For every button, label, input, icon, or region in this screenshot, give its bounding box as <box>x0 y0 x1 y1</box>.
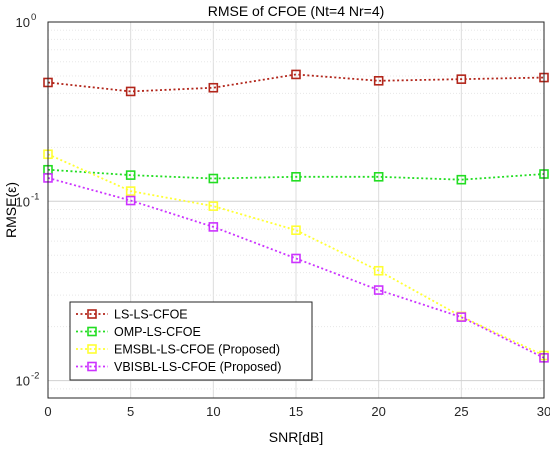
data-point-marker <box>456 174 467 185</box>
series-layer <box>43 69 549 363</box>
x-tick-label: 30 <box>537 404 550 419</box>
legend-marker <box>87 326 97 337</box>
data-point-marker <box>373 285 384 295</box>
y-tick-exponent: -1 <box>31 191 39 202</box>
chart-title: RMSE of CFOE (Nt=4 Nr=4) <box>208 3 385 19</box>
data-point-marker <box>208 222 219 232</box>
legend-item: OMP-LS-CFOE <box>76 325 201 339</box>
data-point-marker <box>373 265 384 276</box>
series-line <box>47 168 545 181</box>
data-point-marker <box>373 171 384 182</box>
legend-box <box>69 301 313 381</box>
y-axis-label: RMSE(ε) <box>3 182 19 238</box>
legend-label: VBISBL-LS-CFOE (Proposed) <box>114 360 281 374</box>
data-point-marker <box>125 186 136 196</box>
data-point-marker <box>291 69 301 80</box>
x-tick-labels: 0 5 10 15 20 25 30 <box>44 404 550 419</box>
data-point-marker <box>373 75 384 86</box>
y-tick-exponent: -2 <box>31 371 39 382</box>
data-point-marker <box>208 173 219 184</box>
series-line <box>47 73 545 93</box>
data-point-marker <box>291 171 301 182</box>
x-tick-label: 5 <box>127 404 134 419</box>
y-tick-label: 10 <box>16 15 30 30</box>
data-point-marker <box>125 170 136 180</box>
legend-marker <box>87 344 97 354</box>
series-line <box>47 177 545 359</box>
legend-marker <box>87 309 97 319</box>
x-tick-label: 15 <box>289 404 303 419</box>
axes-box <box>47 21 545 399</box>
data-point-marker <box>125 195 136 206</box>
legend-item: LS-LS-CFOE <box>76 308 188 322</box>
series-1 <box>43 69 549 97</box>
legend: LS-LS-CFOE OMP-LS-CFOE EMSBL-LS-CFOE (Prop… <box>69 301 313 381</box>
legend-item: EMSBL-LS-CFOE (Proposed) <box>76 343 280 357</box>
data-point-marker <box>208 82 219 93</box>
series-line <box>47 153 545 357</box>
data-point-marker <box>456 312 467 322</box>
y-tick-label: 10 <box>16 374 30 389</box>
data-point-marker <box>208 201 219 211</box>
data-point-marker <box>125 86 136 97</box>
x-tick-label: 10 <box>206 404 220 419</box>
y-tick-exponent: 0 <box>31 12 36 23</box>
y-tick-label: 10 <box>16 194 30 209</box>
x-tick-label: 0 <box>44 404 51 419</box>
x-axis-label: SNR[dB] <box>269 429 323 445</box>
legend-item: VBISBL-LS-CFOE (Proposed) <box>76 360 281 374</box>
legend-label: OMP-LS-CFOE <box>114 325 201 339</box>
x-tick-label: 25 <box>454 404 468 419</box>
data-point-marker <box>291 253 301 264</box>
data-point-marker <box>291 225 301 236</box>
legend-label: EMSBL-LS-CFOE (Proposed) <box>114 343 280 357</box>
legend-label: LS-LS-CFOE <box>114 308 188 322</box>
data-point-marker <box>456 74 467 84</box>
x-tick-label: 20 <box>371 404 385 419</box>
legend-marker <box>87 361 97 372</box>
